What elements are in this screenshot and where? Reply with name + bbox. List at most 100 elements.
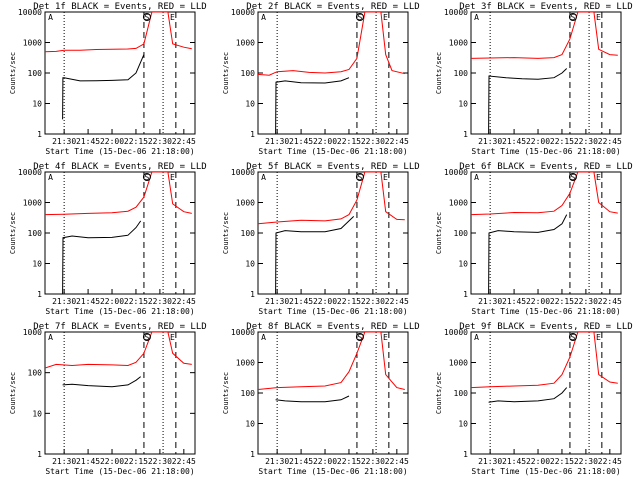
y-tick-label: 100 [454,389,469,398]
marker-label-s: S [145,333,150,342]
marker-label-e: E [596,173,601,182]
x-axis-title: Start Time (15-Dec-06 21:18:00) [258,147,407,156]
plot-frame [257,331,409,455]
lld-series-line [45,12,192,53]
detector-plot-2: Det 2f BLACK = Events, RED = LLD 1 10 100 10… [222,2,420,156]
y-tick-label: 100 [454,229,469,238]
events-series-line [62,220,142,294]
x-tick-label: 22:45 [385,297,409,306]
x-tick-label: 22:00 [526,297,550,306]
plot-frame [44,171,196,295]
detector-plot-9: Det 9f BLACK = Events, RED = LLD 1 10 100 10… [435,322,633,476]
y-axis-title: Counts/sec [222,52,230,94]
y-tick-label: 1 [463,290,468,299]
events-series-line [488,214,568,294]
x-axis-title: Start Time (15-Dec-06 21:18:00) [471,467,620,476]
x-tick-label: 22:00 [526,137,550,146]
detector-plot-5: Det 5f BLACK = Events, RED = LLD 1 10 100 10… [222,162,420,316]
marker-label-a: A [48,333,53,342]
y-axis-title: Counts/sec [9,52,17,94]
x-axis-title: Start Time (15-Dec-06 21:18:00) [471,307,620,316]
plot-title: Det 1f BLACK = Events, RED = LLD [33,2,206,12]
y-axis-title: Counts/sec [9,212,17,254]
x-tick-label: 22:30 [574,137,598,146]
y-tick-label: 1000 [449,359,468,368]
marker-label-e: E [170,333,175,342]
marker-label-s: S [358,13,363,22]
plot-frame [470,171,622,295]
y-tick-label: 1 [37,290,42,299]
y-tick-label: 100 [28,229,43,238]
detector-plot-4: Det 4f BLACK = Events, RED = LLD 1 10 100 10… [9,162,207,316]
x-axis-title: Start Time (15-Dec-06 21:18:00) [45,147,194,156]
y-tick-label: 10000 [444,168,468,177]
y-tick-label: 1 [37,450,42,459]
lld-series-line [258,332,405,390]
y-axis-title: Counts/sec [435,212,443,254]
marker-label-e: E [170,173,175,182]
plot-frame [470,11,622,135]
marker-label-a: A [474,13,479,22]
detector-plot-6: Det 6f BLACK = Events, RED = LLD 1 10 100 10… [435,162,633,316]
x-tick-label: 22:00 [313,297,337,306]
x-tick-label: 22:15 [337,297,361,306]
x-tick-label: 22:30 [361,137,385,146]
x-tick-label: 21:30 [52,457,76,466]
events-series-line [488,387,568,403]
y-tick-label: 1000 [236,199,255,208]
marker-label-a: A [474,333,479,342]
y-tick-label: 10000 [231,168,255,177]
y-tick-label: 100 [241,389,256,398]
y-tick-label: 10 [32,409,42,418]
x-tick-label: 21:45 [502,137,526,146]
x-tick-label: 21:45 [289,137,313,146]
x-tick-label: 21:45 [502,457,526,466]
y-tick-label: 100 [241,69,256,78]
x-tick-label: 21:30 [478,457,502,466]
y-tick-label: 10000 [18,8,42,17]
detector-plot-8: Det 8f BLACK = Events, RED = LLD 1 10 100 10… [222,322,420,476]
marker-label-e: E [383,13,388,22]
y-tick-label: 1 [250,450,255,459]
x-tick-label: 21:30 [265,137,289,146]
y-tick-label: 10000 [18,168,42,177]
x-tick-label: 22:15 [124,457,148,466]
y-tick-label: 1 [37,130,42,139]
y-tick-label: 10000 [231,328,255,337]
y-tick-label: 1000 [449,39,468,48]
x-tick-label: 22:30 [361,297,385,306]
marker-label-e: E [170,13,175,22]
x-tick-label: 22:15 [124,297,148,306]
x-tick-label: 22:45 [598,457,622,466]
x-tick-label: 22:00 [100,137,124,146]
plot-frame [257,171,409,295]
y-tick-label: 10 [458,420,468,429]
x-tick-label: 22:15 [550,457,574,466]
marker-circle [355,13,364,21]
y-tick-label: 1000 [23,39,42,48]
plot-title: Det 5f BLACK = Events, RED = LLD [246,162,419,172]
events-series-line [275,77,350,134]
x-tick-label: 22:30 [148,137,172,146]
x-tick-label: 21:45 [76,297,100,306]
marker-label-s: S [358,173,363,182]
y-tick-label: 10000 [444,328,468,337]
plot-frame [470,331,622,455]
x-axis-title: Start Time (15-Dec-06 21:18:00) [258,467,407,476]
marker-label-a: A [261,13,266,22]
y-tick-label: 1000 [236,359,255,368]
marker-circle [142,173,151,181]
detector-plot-3: Det 3f BLACK = Events, RED = LLD 1 10 100 10… [435,2,633,156]
x-tick-label: 22:45 [172,297,196,306]
y-tick-label: 10000 [231,8,255,17]
y-tick-label: 100 [454,69,469,78]
plot-title: Det 9f BLACK = Events, RED = LLD [459,322,632,332]
x-tick-label: 22:45 [385,137,409,146]
lld-series-line [258,12,405,76]
y-axis-title: Counts/sec [222,372,230,414]
plot-title: Det 2f BLACK = Events, RED = LLD [246,2,419,12]
plot-frame [257,11,409,135]
y-axis-title: Counts/sec [435,52,443,94]
